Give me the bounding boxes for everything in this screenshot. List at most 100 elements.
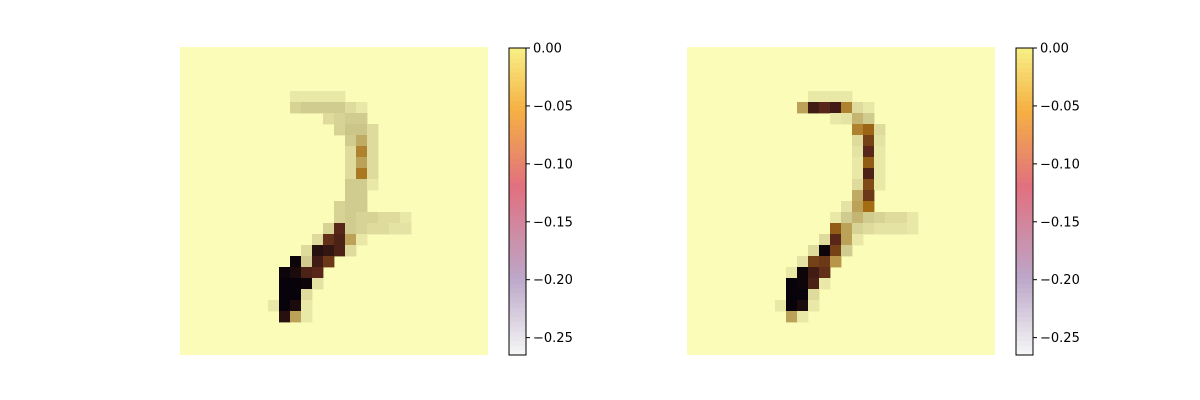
heatmap-cell <box>819 91 831 103</box>
heatmap-cell <box>367 146 379 158</box>
heatmap-cell <box>323 245 335 257</box>
colorbar-band <box>1016 86 1033 92</box>
colorbar-band <box>509 182 526 188</box>
heatmap-cell <box>367 212 379 224</box>
heatmap-cell <box>400 212 412 224</box>
colorbar-tick-label: 0.00 <box>533 42 562 57</box>
colorbar-band <box>509 201 526 207</box>
heatmap-cell <box>863 179 875 191</box>
colorbar-band <box>509 71 526 78</box>
heatmap-cell <box>345 113 357 125</box>
colorbar-band <box>1016 287 1033 294</box>
heatmap-cell <box>301 311 313 323</box>
colorbar-2: 0.00 −0.05 −0.10 −0.15 −0.20 −0.25 <box>1015 42 1080 356</box>
heatmap-cell <box>808 278 820 290</box>
colorbar-band <box>509 206 526 212</box>
heatmap-cell <box>345 245 357 257</box>
heatmap-cell <box>334 124 346 136</box>
colorbar-band <box>509 316 526 323</box>
colorbar-band <box>1016 196 1033 203</box>
heatmap-cell <box>852 201 864 213</box>
heatmap-cell <box>400 223 412 235</box>
colorbar-band <box>509 220 526 227</box>
heatmap-cell <box>885 212 897 224</box>
heatmap-cell <box>312 256 324 268</box>
colorbar-band <box>1016 158 1033 164</box>
heatmap-cell <box>852 146 864 158</box>
colorbar-band <box>509 110 526 116</box>
colorbar-band <box>1016 235 1033 241</box>
heatmap-cell <box>345 157 357 169</box>
heatmap-cell <box>874 124 886 136</box>
heatmap-cell <box>356 157 368 169</box>
heatmap-cell <box>334 212 346 224</box>
colorbar-band <box>1016 134 1033 140</box>
heatmap-cell <box>830 245 842 257</box>
colorbar-band <box>509 148 526 155</box>
heatmap-cell <box>830 256 842 268</box>
colorbar-band <box>509 115 526 121</box>
colorbar-band <box>509 350 526 356</box>
heatmap-cell <box>874 179 886 191</box>
colorbar-band <box>1016 182 1033 188</box>
heatmap-cell <box>323 91 335 103</box>
heatmap-panel-2: 0.00 −0.05 −0.10 −0.15 −0.20 −0.25 <box>687 42 1080 356</box>
heatmap-cell <box>863 212 875 224</box>
colorbar-band <box>1016 292 1033 299</box>
heatmap-cell <box>874 212 886 224</box>
colorbar-band <box>509 191 526 198</box>
colorbar-frame <box>508 47 527 356</box>
heatmap-cell <box>279 289 291 301</box>
heatmap-cell <box>819 278 831 290</box>
heatmap-cell <box>334 234 346 246</box>
colorbar-band <box>509 307 526 313</box>
colorbar-band <box>1016 57 1033 63</box>
colorbar-band <box>509 345 526 351</box>
heatmap-cell <box>312 102 324 114</box>
heatmap-cell <box>378 212 390 224</box>
colorbar-1: 0.00 −0.05 −0.10 −0.15 −0.20 −0.25 <box>508 42 573 356</box>
heatmap-cell <box>345 212 357 224</box>
colorbar-band <box>509 76 526 83</box>
colorbar-band <box>1016 206 1033 212</box>
colorbar-band <box>509 268 526 275</box>
heatmap-cell <box>819 256 831 268</box>
colorbar-tick-label: −0.20 <box>533 273 573 288</box>
colorbar-band <box>1016 129 1033 135</box>
colorbar-band <box>509 91 526 97</box>
colorbar-band <box>509 302 526 308</box>
colorbar-band <box>509 172 526 179</box>
colorbar-tick-label: −0.05 <box>1040 99 1080 114</box>
heatmap-cell <box>863 201 875 213</box>
heatmap-cell <box>863 146 875 158</box>
heatmap-cell <box>786 278 798 290</box>
heatmap-cell <box>874 223 886 235</box>
colorbar-band <box>1016 345 1033 351</box>
colorbar-band <box>1016 119 1033 126</box>
colorbar-band <box>1016 220 1033 227</box>
heatmap-cell <box>808 289 820 301</box>
heatmap-cell <box>312 245 324 257</box>
heatmap-cell <box>819 102 831 114</box>
heatmap-cell <box>808 91 820 103</box>
colorbar-band <box>1016 163 1033 169</box>
colorbar-band <box>1016 95 1033 102</box>
heatmap-cell <box>301 267 313 279</box>
heatmap-cell <box>819 245 831 257</box>
heatmap-cell <box>389 223 401 235</box>
colorbar-tick-label: −0.10 <box>533 157 573 172</box>
colorbar-frame <box>1015 47 1034 356</box>
heatmap-cell <box>268 300 280 312</box>
colorbar-band <box>1016 311 1033 318</box>
colorbar-band <box>509 340 526 347</box>
colorbar-band <box>509 100 526 107</box>
heatmap-2 <box>687 47 995 355</box>
colorbar-tick-label: −0.10 <box>1040 157 1080 172</box>
heatmap-cell <box>367 168 379 180</box>
heatmap-cell <box>797 311 809 323</box>
colorbar-band <box>509 134 526 140</box>
heatmap-cell <box>863 135 875 147</box>
heatmap-cell <box>323 223 335 235</box>
heatmap-cell <box>345 234 357 246</box>
colorbar-band <box>1016 76 1033 83</box>
